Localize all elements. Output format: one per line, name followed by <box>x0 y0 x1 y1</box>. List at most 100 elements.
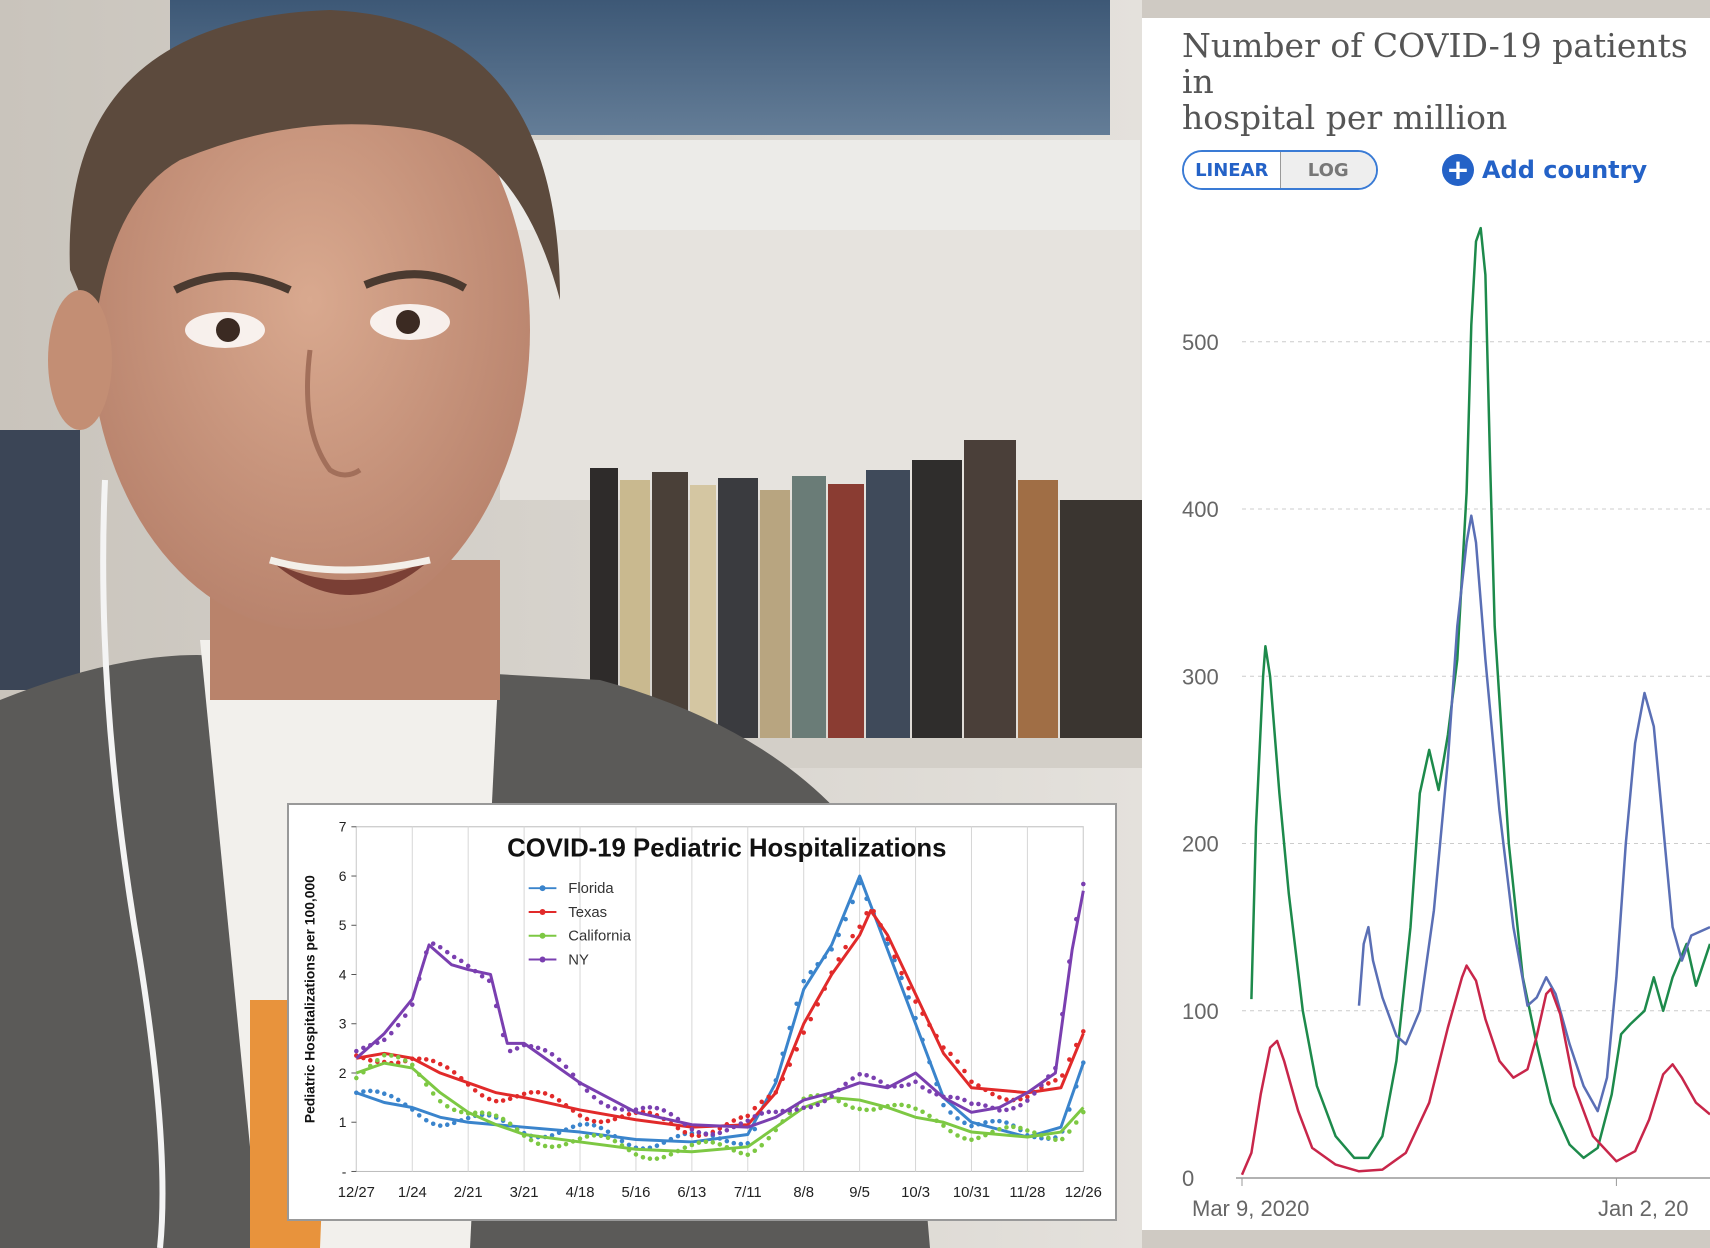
inset-data-point <box>990 1118 995 1124</box>
inset-data-point <box>1004 1107 1009 1113</box>
inset-data-point <box>423 1057 429 1062</box>
inset-data-point <box>640 1105 646 1111</box>
inset-data-point <box>815 1102 820 1108</box>
inset-data-point <box>808 1104 814 1110</box>
inset-data-point <box>1032 1091 1037 1096</box>
inset-data-point <box>955 1059 960 1064</box>
inset-data-point <box>451 1120 457 1126</box>
inset-data-point <box>486 1096 492 1102</box>
inset-data-point <box>479 1110 485 1115</box>
inset-data-point <box>1074 1120 1079 1125</box>
inset-data-point <box>864 1073 869 1078</box>
inset-x-tick-label: 12/26 <box>1065 1185 1102 1201</box>
inset-data-point <box>696 1130 702 1135</box>
inset-data-point <box>906 985 911 991</box>
inset-data-point <box>745 1152 751 1157</box>
inset-data-point <box>899 1102 904 1108</box>
inset-data-point <box>465 1115 471 1121</box>
inset-data-point <box>703 1131 709 1137</box>
inset-data-point <box>423 1117 429 1123</box>
inset-data-point <box>444 1122 450 1127</box>
inset-x-tick-label: 10/31 <box>953 1185 990 1201</box>
inset-data-point <box>410 1002 415 1007</box>
inset-data-point <box>584 1121 590 1127</box>
inset-data-point <box>465 963 471 969</box>
inset-data-point <box>843 916 848 922</box>
inset-data-point <box>976 1101 981 1107</box>
inset-data-point <box>850 899 855 905</box>
inset-data-point <box>598 1133 604 1139</box>
inset-data-point <box>878 1079 883 1084</box>
inset-data-point <box>962 1097 967 1103</box>
inset-data-point <box>913 1079 918 1085</box>
inset-data-point <box>549 1093 555 1099</box>
inset-data-point <box>843 944 848 950</box>
inset-y-tick-label: 1 <box>339 1114 347 1130</box>
owid-y-tick-label: 400 <box>1182 497 1219 522</box>
inset-legend-label: Texas <box>568 905 607 921</box>
inset-data-point <box>493 1113 499 1119</box>
inset-data-point <box>535 1045 541 1051</box>
inset-data-point <box>948 1051 953 1057</box>
inset-data-point <box>542 1091 548 1096</box>
inset-data-point <box>1025 1098 1030 1103</box>
inset-data-point <box>696 1140 702 1145</box>
inset-data-point <box>556 1057 562 1063</box>
inset-data-point <box>738 1150 744 1156</box>
inset-data-point <box>507 1048 513 1054</box>
inset-data-point <box>556 1143 562 1149</box>
inset-data-point <box>437 1061 443 1067</box>
inset-data-point <box>444 1065 450 1070</box>
inset-data-point <box>1081 881 1086 887</box>
inset-data-point <box>969 1079 974 1085</box>
inset-data-point <box>752 1114 758 1119</box>
inset-data-point <box>668 1111 674 1117</box>
inset-x-tick-label: 1/24 <box>398 1185 427 1201</box>
inset-data-point <box>1025 1128 1030 1133</box>
add-country-button[interactable]: + Add country <box>1442 150 1647 190</box>
hair <box>69 10 561 330</box>
inset-y-tick-label: 7 <box>339 819 347 835</box>
inset-data-point <box>549 1144 555 1150</box>
inset-data-point <box>381 1091 387 1096</box>
inset-data-point <box>410 1062 415 1068</box>
linear-scale-button[interactable]: LINEAR <box>1184 152 1280 188</box>
inset-data-point <box>647 1105 653 1110</box>
inset-data-point <box>430 1058 436 1064</box>
inset-data-point <box>1060 1073 1065 1078</box>
inset-data-point <box>395 1097 401 1103</box>
inset-data-point <box>395 1054 401 1060</box>
log-scale-button[interactable]: LOG <box>1279 152 1376 188</box>
inset-data-point <box>605 1104 611 1109</box>
owid-y-tick-label: 100 <box>1182 999 1219 1024</box>
inset-data-point <box>682 1145 688 1150</box>
inset-data-point <box>997 1126 1002 1132</box>
inset-data-point <box>479 1093 485 1098</box>
owid-chart-panel: Number of COVID-19 patients in hospital … <box>1142 18 1710 1230</box>
inset-x-tick-label: 11/28 <box>1009 1185 1045 1201</box>
inset-data-point <box>598 1100 604 1105</box>
inset-data-point <box>1060 1136 1065 1142</box>
inset-data-point <box>535 1141 541 1147</box>
inset-data-point <box>836 1098 841 1104</box>
inset-data-point <box>794 1047 799 1052</box>
inset-data-point <box>1011 1124 1016 1130</box>
inset-data-point <box>591 1133 597 1138</box>
owid-y-tick-label: 200 <box>1182 832 1219 857</box>
scale-toggle[interactable]: LINEAR LOG <box>1182 150 1378 190</box>
inset-data-point <box>451 1107 457 1113</box>
inset-data-point <box>375 1057 380 1063</box>
inset-data-point <box>605 1135 611 1141</box>
plus-circle-icon: + <box>1442 154 1474 186</box>
inset-data-point <box>591 1123 597 1128</box>
inset-x-tick-label: 6/13 <box>677 1185 706 1201</box>
inset-data-point <box>976 1135 981 1141</box>
inset-data-point <box>738 1115 744 1120</box>
inset-data-point <box>752 1105 758 1111</box>
inset-data-point <box>437 944 443 950</box>
inset-data-point <box>451 954 457 960</box>
inset-x-tick-label: 12/27 <box>338 1185 375 1201</box>
inset-x-tick-label: 9/5 <box>849 1185 870 1201</box>
inset-data-point <box>997 1108 1002 1113</box>
inset-series-line-3 <box>355 890 1085 1129</box>
